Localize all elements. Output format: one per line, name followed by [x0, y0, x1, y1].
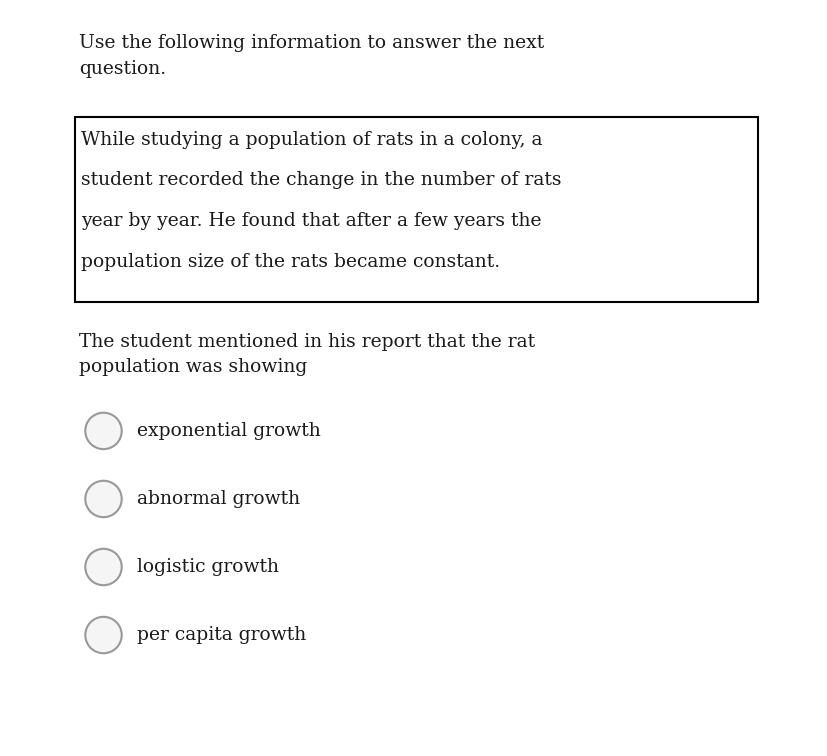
Text: abnormal growth: abnormal growth: [136, 490, 299, 508]
Text: population size of the rats became constant.: population size of the rats became const…: [81, 253, 500, 271]
Text: per capita growth: per capita growth: [136, 626, 305, 644]
Text: logistic growth: logistic growth: [136, 558, 278, 576]
Ellipse shape: [85, 617, 122, 653]
FancyBboxPatch shape: [74, 117, 757, 302]
Text: The student mentioned in his report that the rat
population was showing: The student mentioned in his report that…: [79, 333, 534, 376]
Text: student recorded the change in the number of rats: student recorded the change in the numbe…: [81, 172, 561, 190]
Text: While studying a population of rats in a colony, a: While studying a population of rats in a…: [81, 131, 542, 149]
Ellipse shape: [85, 481, 122, 517]
Text: Use the following information to answer the next
question.: Use the following information to answer …: [79, 34, 543, 78]
Ellipse shape: [85, 549, 122, 585]
Text: year by year. He found that after a few years the: year by year. He found that after a few …: [81, 212, 541, 230]
Ellipse shape: [85, 413, 122, 449]
Text: exponential growth: exponential growth: [136, 422, 320, 440]
